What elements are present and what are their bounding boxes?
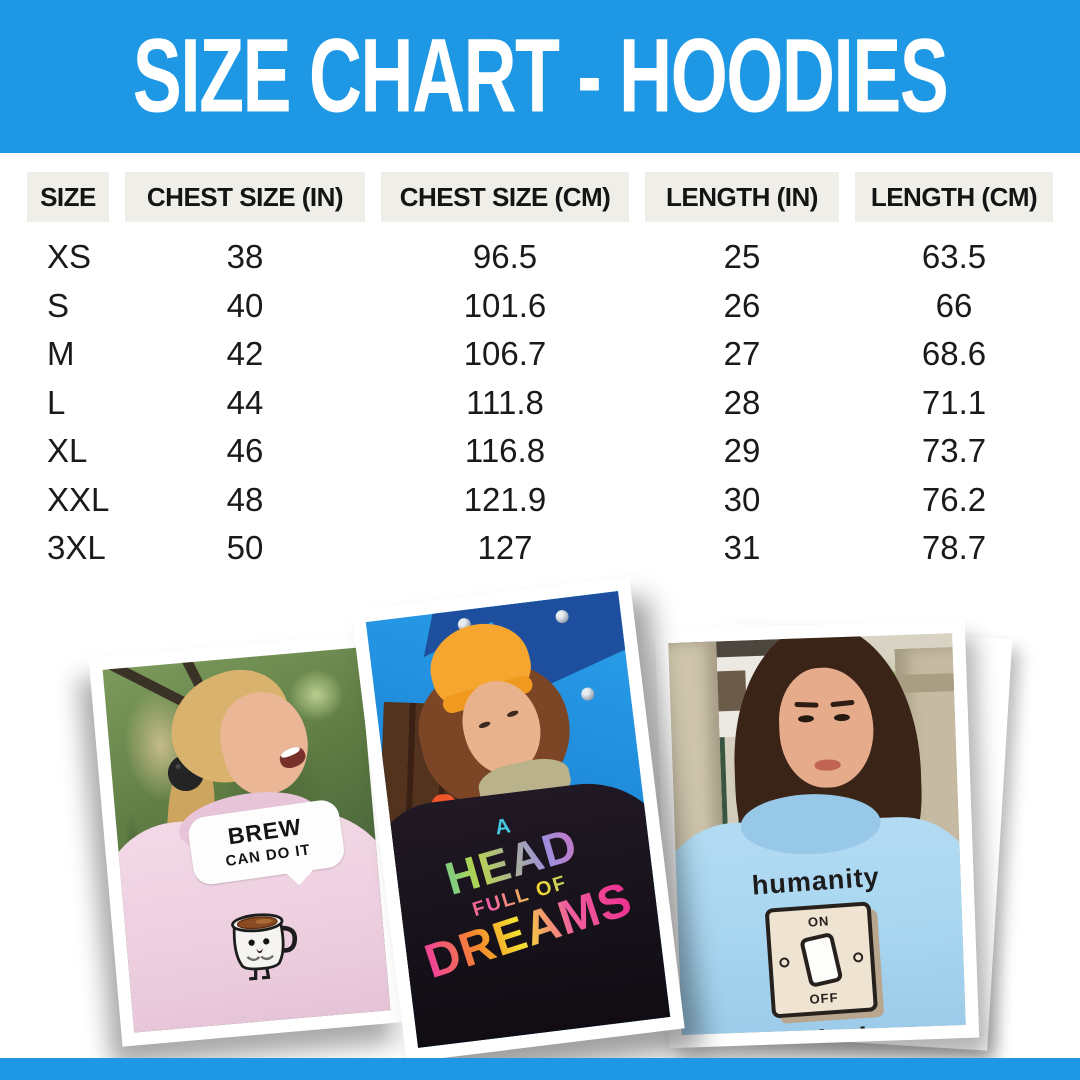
cell-length-in: 27 <box>723 335 761 373</box>
photo-card-blue-hoodie: humanity ON OFF switch <box>654 619 980 1049</box>
switch-on-label: ON <box>807 913 830 930</box>
cell-chest-in: 42 <box>226 335 264 373</box>
switch-off-label: OFF <box>809 989 839 1007</box>
cell-chest-in: 38 <box>226 238 264 276</box>
column-header-length-in: LENGTH (IN) <box>645 172 839 222</box>
blue-hoodie-body: humanity ON OFF switch <box>668 791 966 1035</box>
table-row-xs: XS 38 96.5 25 63.5 <box>27 233 1053 282</box>
cell-chest-in: 50 <box>226 529 264 567</box>
cell-length-in: 31 <box>723 529 761 567</box>
cell-length-in: 25 <box>723 238 761 276</box>
graphic-text-humanity: humanity <box>750 861 881 901</box>
cell-chest-in: 46 <box>226 432 264 470</box>
cell-length-cm: 68.6 <box>921 335 987 373</box>
eyebrow <box>794 701 819 708</box>
humanity-switch-graphic: humanity ON OFF switch <box>751 862 892 1035</box>
table-row-3xl: 3XL 50 127 31 78.7 <box>27 524 1053 573</box>
photo-black-hoodie: A HEAD FULL OF DREAMS <box>365 591 671 1048</box>
table-row-l: L 44 111.8 28 71.1 <box>27 379 1053 428</box>
eye <box>797 715 815 723</box>
column-header-chest-cm: CHEST SIZE (CM) <box>381 172 629 222</box>
table-row-xl: XL 46 116.8 29 73.7 <box>27 427 1053 476</box>
size-table-header: SIZE CHEST SIZE (IN) CHEST SIZE (CM) LEN… <box>27 172 1053 222</box>
screw-icon <box>779 957 790 968</box>
table-row-xxl: XXL 48 121.9 30 76.2 <box>27 476 1053 525</box>
graphic-text-switch: switch <box>762 1020 892 1035</box>
header-banner: SIZE CHART - HOODIES <box>0 0 1080 153</box>
cell-size: M <box>47 335 75 373</box>
cell-length-cm: 63.5 <box>921 238 987 276</box>
bolt-icon <box>580 686 595 702</box>
cell-length-in: 26 <box>723 286 761 324</box>
cell-size: XS <box>47 238 92 276</box>
laughing-mouth <box>276 743 309 772</box>
cell-chest-in: 48 <box>226 480 264 518</box>
cell-length-cm: 71.1 <box>921 383 987 421</box>
eye <box>478 720 492 730</box>
screw-icon <box>852 952 864 963</box>
coffee-mug-icon <box>231 913 298 981</box>
column-header-length-cm: LENGTH (CM) <box>855 172 1053 222</box>
table-row-s: S 40 101.6 26 66 <box>27 282 1053 331</box>
cell-length-cm: 78.7 <box>921 529 987 567</box>
column-header-chest-in: CHEST SIZE (IN) <box>125 172 365 222</box>
column-header-size: SIZE <box>27 172 109 222</box>
switch-toggle <box>799 931 844 989</box>
cell-length-in: 30 <box>723 480 761 518</box>
photo-blue-hoodie: humanity ON OFF switch <box>668 633 966 1035</box>
lips <box>814 759 841 772</box>
cell-size: XXL <box>47 480 110 518</box>
cell-length-in: 28 <box>723 383 761 421</box>
photo-card-black-hoodie: A HEAD FULL OF DREAMS <box>351 576 685 1063</box>
size-table-body: XS 38 96.5 25 63.5 S 40 101.6 26 66 M 42… <box>27 233 1053 573</box>
page-title: SIZE CHART - HOODIES <box>132 17 949 135</box>
cell-chest-cm: 101.6 <box>463 286 547 324</box>
cell-size: S <box>47 286 70 324</box>
cell-chest-cm: 111.8 <box>466 383 544 421</box>
footer-bar <box>0 1058 1080 1080</box>
table-row-m: M 42 106.7 27 68.6 <box>27 330 1053 379</box>
cell-size: XL <box>47 432 88 470</box>
cell-length-in: 29 <box>723 432 761 470</box>
eye <box>833 713 851 722</box>
cell-chest-in: 40 <box>226 286 264 324</box>
eye <box>506 709 520 719</box>
cell-chest-in: 44 <box>226 383 264 421</box>
cell-length-cm: 76.2 <box>921 480 987 518</box>
cell-chest-cm: 127 <box>477 529 533 567</box>
cell-size: 3XL <box>47 529 106 567</box>
cell-chest-cm: 121.9 <box>463 480 547 518</box>
cell-chest-cm: 106.7 <box>463 335 547 373</box>
cell-chest-cm: 116.8 <box>464 432 546 470</box>
cell-length-cm: 73.7 <box>921 432 987 470</box>
light-switch-plate: ON OFF <box>764 901 879 1019</box>
eyebrow <box>830 699 855 708</box>
cell-chest-cm: 96.5 <box>472 238 538 276</box>
cell-size: L <box>47 383 66 421</box>
photo-pink-hoodie: BREW CAN DO IT <box>102 647 391 1033</box>
photo-card-pink-hoodie: BREW CAN DO IT <box>88 633 405 1047</box>
cell-length-cm: 66 <box>935 286 973 324</box>
